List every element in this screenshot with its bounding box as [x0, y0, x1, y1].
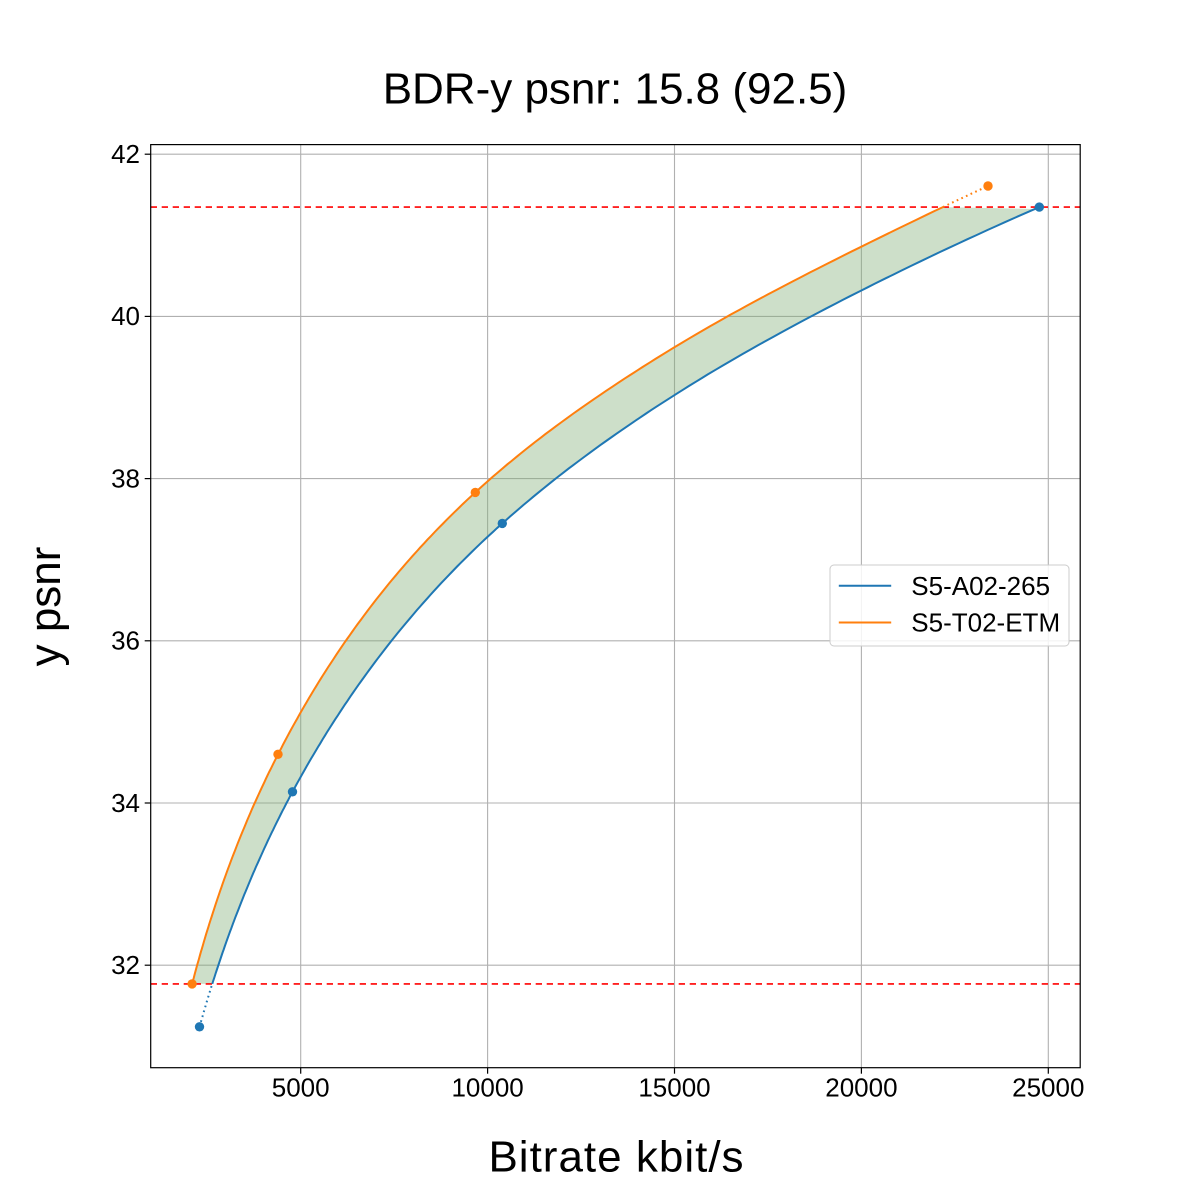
svg-text:S5-T02-ETM: S5-T02-ETM [911, 608, 1060, 638]
svg-text:20000: 20000 [825, 1073, 897, 1103]
svg-text:BDR-y psnr: 15.8 (92.5): BDR-y psnr: 15.8 (92.5) [383, 65, 848, 114]
svg-text:32: 32 [111, 950, 140, 980]
svg-text:Bitrate kbit/s: Bitrate kbit/s [488, 1133, 744, 1182]
svg-text:10000: 10000 [451, 1073, 523, 1103]
svg-text:y psnr: y psnr [21, 547, 70, 667]
svg-text:40: 40 [111, 301, 140, 331]
svg-text:15000: 15000 [638, 1073, 710, 1103]
svg-text:S5-A02-265: S5-A02-265 [911, 571, 1050, 601]
svg-text:25000: 25000 [1012, 1073, 1084, 1103]
svg-text:5000: 5000 [272, 1073, 330, 1103]
svg-text:36: 36 [111, 626, 140, 656]
svg-text:34: 34 [111, 788, 140, 818]
svg-text:38: 38 [111, 463, 140, 493]
svg-text:42: 42 [111, 139, 140, 169]
